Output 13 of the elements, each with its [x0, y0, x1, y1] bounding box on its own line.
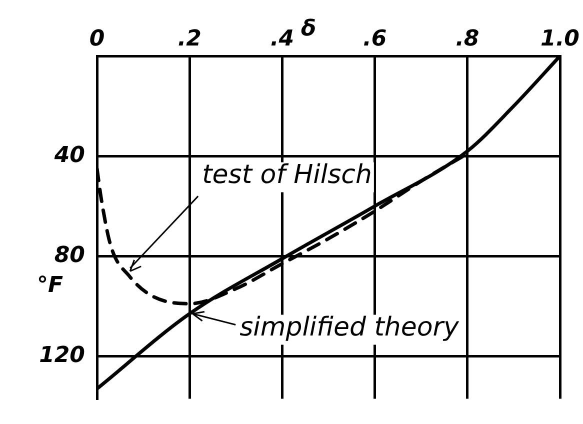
- x-tick-label: .4: [270, 26, 294, 52]
- annotation: simplified theory: [240, 312, 460, 342]
- x-tick-label: .6: [362, 26, 387, 52]
- y-axis-title: °F: [36, 272, 64, 298]
- x-tick-label: .2: [178, 26, 202, 52]
- annotation: test of Hilsch: [202, 160, 372, 190]
- y-tick-label: 120: [39, 342, 85, 368]
- y-tick-label: 80: [54, 242, 85, 268]
- x-axis-title: δ: [300, 16, 316, 42]
- x-tick-label: 0: [89, 26, 105, 52]
- x-tick-label: 1.0: [540, 26, 580, 52]
- y-tick-label: 40: [53, 142, 85, 168]
- x-tick-label: .8: [456, 26, 480, 52]
